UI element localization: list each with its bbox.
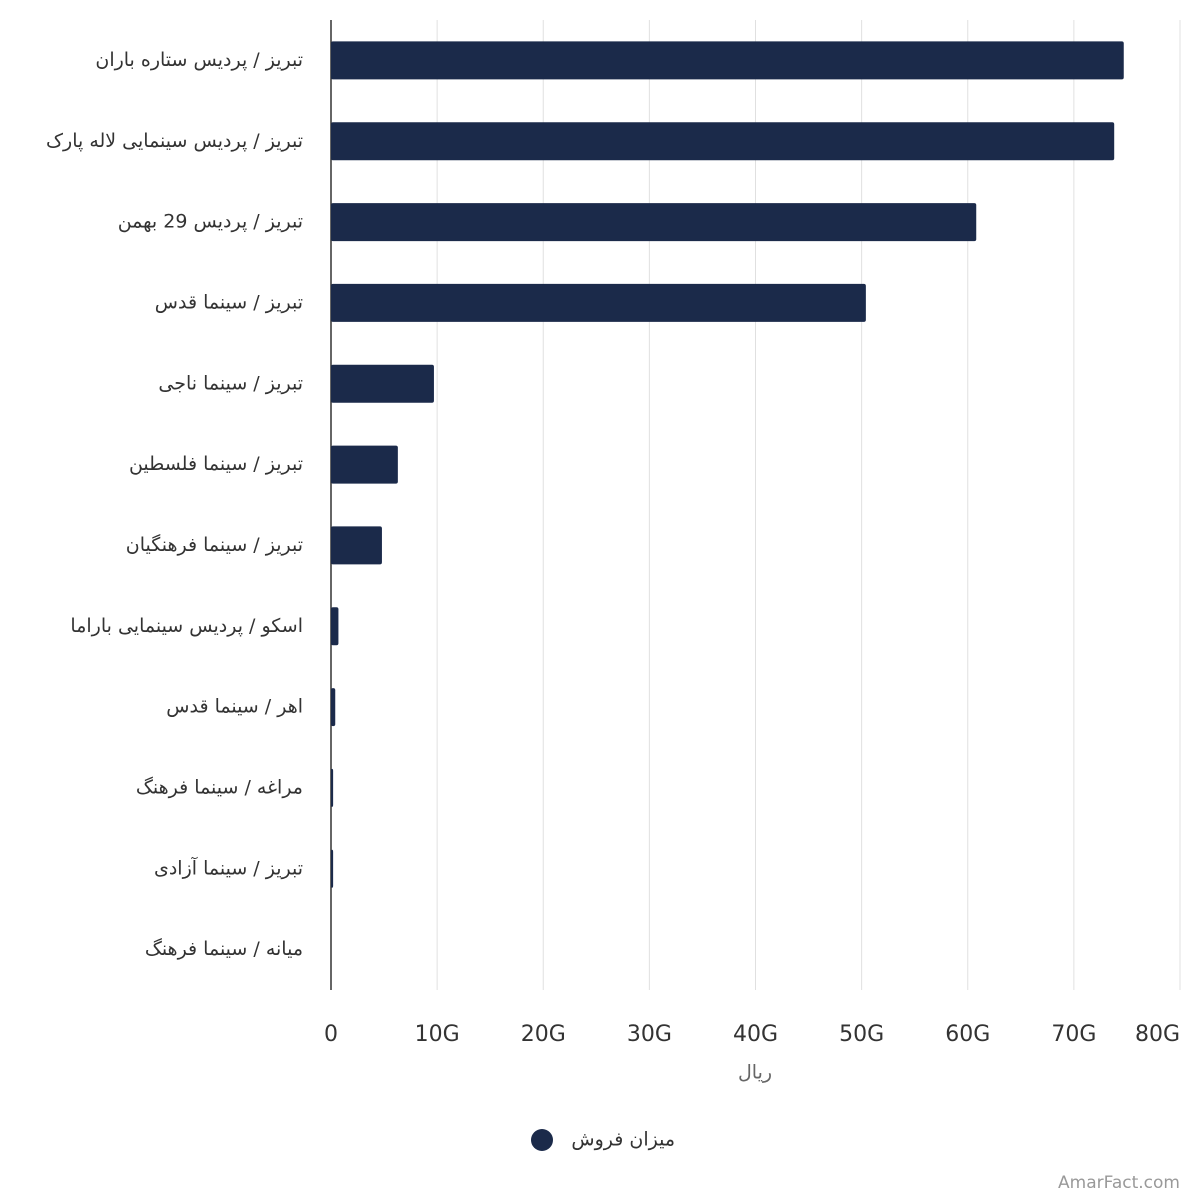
bar xyxy=(331,283,866,322)
bar xyxy=(331,607,339,646)
y-tick-label: اهر / سینما قدس xyxy=(166,696,303,718)
x-tick-label: 20G xyxy=(521,1022,566,1047)
x-axis-label: ریال xyxy=(738,1062,772,1084)
x-tick-label: 0 xyxy=(324,1022,338,1047)
y-tick-label: تبریز / سینما قدس xyxy=(155,291,303,313)
y-tick-label: تبریز / سینما فرهنگیان xyxy=(126,533,303,556)
watermark: AmarFact.com xyxy=(1058,1173,1180,1193)
x-tick-label: 40G xyxy=(733,1022,778,1047)
bar xyxy=(331,41,1124,80)
y-tick-label: تبریز / سینما آزادی xyxy=(154,855,303,879)
legend-marker xyxy=(531,1129,553,1151)
x-tick-label: 50G xyxy=(839,1022,884,1047)
y-tick-label: تبریز / پردیس 29 بهمن xyxy=(118,211,303,233)
y-tick-label: مراغه / سینما فرهنگ xyxy=(136,776,303,798)
bar xyxy=(331,849,334,888)
bar xyxy=(331,364,434,403)
y-tick-label: تبریز / پردیس ستاره باران xyxy=(95,49,303,71)
x-tick-label: 60G xyxy=(945,1022,990,1047)
bar xyxy=(331,768,334,807)
x-tick-label: 10G xyxy=(415,1022,460,1047)
bar xyxy=(331,122,1115,161)
x-tick-label: 70G xyxy=(1051,1022,1096,1047)
y-tick-label: تبریز / سینما ناجی xyxy=(158,372,303,394)
bar xyxy=(331,445,398,484)
bar xyxy=(331,203,977,242)
y-tick-label: تبریز / پردیس سینمایی لاله پارک xyxy=(46,130,303,152)
legend-label: میزان فروش xyxy=(571,1129,675,1151)
bar xyxy=(331,688,336,727)
y-tick-label: تبریز / سینما فلسطین xyxy=(129,453,303,475)
y-tick-label: اسکو / پردیس سینمایی باراما xyxy=(70,615,303,637)
x-tick-label: 30G xyxy=(627,1022,672,1047)
y-tick-label: میانه / سینما فرهنگ xyxy=(145,938,303,960)
x-tick-label: 80G xyxy=(1135,1022,1180,1047)
bar xyxy=(331,526,382,565)
